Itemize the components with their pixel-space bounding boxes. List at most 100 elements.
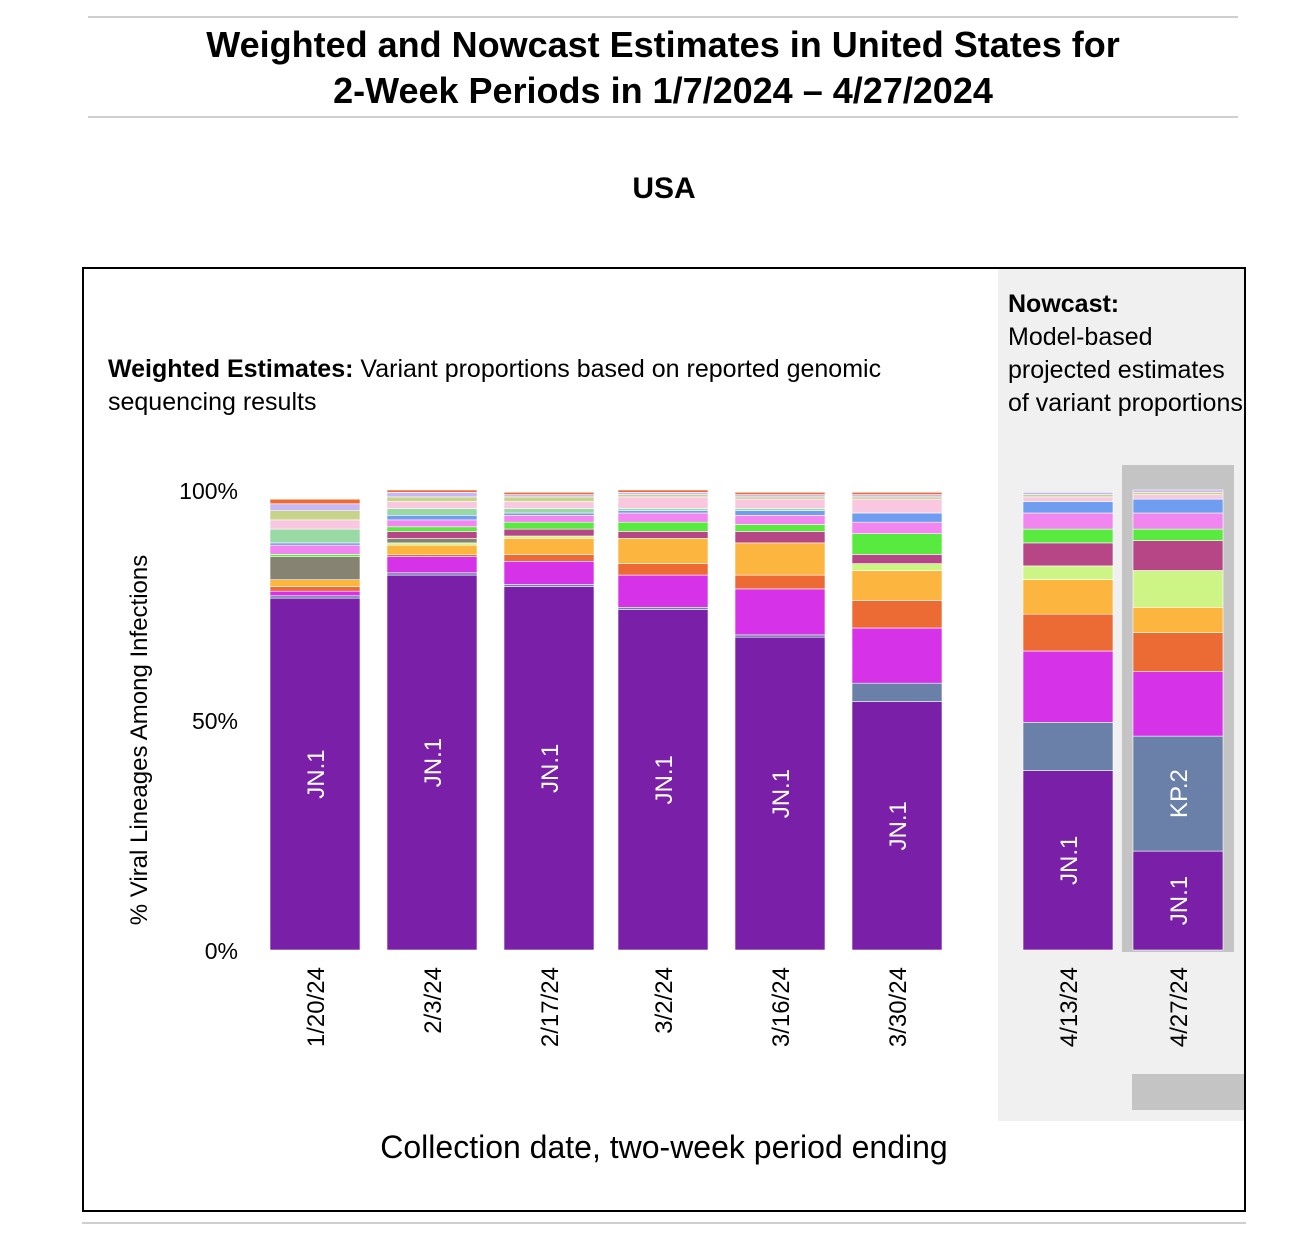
stacked-bar-chart: % Viral Lineages Among Infections 0% 50% 10… xyxy=(126,465,1244,1165)
nowcast-note: Nowcast: Model-based projected estimates… xyxy=(1008,288,1244,420)
bar-data-label: JN.1 xyxy=(537,744,564,793)
bar-segment-kp-2 xyxy=(617,606,709,610)
bar-segment-maroon xyxy=(617,531,709,539)
bar-segment-magenta xyxy=(617,574,709,608)
bar-segment-orange-red xyxy=(851,600,943,629)
bar-segment-pink xyxy=(734,515,826,525)
bar-segment-orange-red xyxy=(734,492,826,495)
bar-segment-orange xyxy=(851,570,943,601)
bar-segment-mint xyxy=(386,508,478,516)
bar-segment-khaki xyxy=(851,496,943,500)
bar-segment-magenta xyxy=(386,556,478,574)
bar-segment-green xyxy=(1022,528,1114,544)
bar-segment-pink xyxy=(269,544,361,555)
bar-segment-jn-1 xyxy=(734,636,826,951)
bar-segment-lime xyxy=(851,563,943,571)
bar-segment-orange xyxy=(617,537,709,564)
bar-segment-light-pink xyxy=(503,501,595,509)
bar-data-label: JN.1 xyxy=(1166,876,1193,925)
y-tick-label: 100% xyxy=(179,478,238,504)
bar-segment-magenta xyxy=(1022,650,1114,723)
bar-segment-green xyxy=(386,526,478,532)
bar-segment-maroon xyxy=(851,554,943,564)
bar-segment-orange-red xyxy=(617,489,709,493)
bar-segment-pink xyxy=(617,512,709,523)
bar-segment-orange-red xyxy=(386,554,478,557)
bar-segment-orange xyxy=(1132,606,1224,633)
bar-segment-gray xyxy=(269,556,361,581)
weighted-estimates-note: Weighted Estimates: Variant proportions … xyxy=(108,353,970,423)
bar-segment-pink xyxy=(1022,512,1114,530)
bar-segment-jn-1 xyxy=(503,586,595,951)
bar-segment-orange-red xyxy=(1132,632,1224,673)
bar-segment-mint xyxy=(734,508,826,511)
bar-segment-lavender xyxy=(1022,492,1114,495)
x-tick-label: 1/20/24 xyxy=(303,967,330,1047)
bar-data-label: JN.1 xyxy=(1056,836,1083,885)
bar-segment-lime xyxy=(1022,565,1114,580)
bar-segment-light-pink xyxy=(1022,496,1114,502)
bar-segment-light-pink xyxy=(851,498,943,514)
bar-data-label: KP.2 xyxy=(1166,769,1193,818)
nowcast-label: Nowcast: xyxy=(1008,290,1120,318)
bar-segment-jn-1 xyxy=(1132,850,1224,951)
bar-segment-orange-red xyxy=(269,498,361,505)
bar-data-label: JN.1 xyxy=(303,749,330,798)
bar-segment-maroon xyxy=(503,528,595,537)
bar-segment-kp-2 xyxy=(503,583,595,587)
bar-segment-light-pink xyxy=(734,498,826,509)
bar-segment-green xyxy=(617,521,709,532)
page-title-line1: Weighted and Nowcast Estimates in United… xyxy=(206,24,1120,65)
bar-segment-green xyxy=(851,533,943,555)
x-tick-label: 4/13/24 xyxy=(1056,967,1083,1047)
bar-segment-mint xyxy=(503,508,595,514)
bar-segment-maroon xyxy=(386,531,478,539)
bar-data-label: JN.1 xyxy=(885,801,912,850)
bar-segment-khaki xyxy=(1132,492,1224,495)
bar-segment-green xyxy=(269,554,361,557)
bar-segment-lime xyxy=(386,542,478,546)
bar-segment-blue xyxy=(503,512,595,516)
bar-segment-lavender xyxy=(1132,489,1224,493)
bar-segment-pink xyxy=(386,519,478,528)
bar-segment-lavender xyxy=(617,492,709,495)
weighted-estimates-text: Variant proportions based on reported ge… xyxy=(108,355,882,416)
bar-segment-blue xyxy=(1022,501,1114,514)
bar-data-label: JN.1 xyxy=(420,738,447,787)
bar-segment-magenta xyxy=(851,627,943,684)
bar-segment-green xyxy=(1132,528,1224,541)
bar-segment-gray xyxy=(386,537,478,544)
bar-segment-blue xyxy=(386,515,478,521)
bar-segment-blue xyxy=(617,510,709,514)
bar-data-label: JN.1 xyxy=(651,755,678,804)
bar-segment-orange-red xyxy=(617,563,709,576)
bar-segment-lavender xyxy=(269,503,361,512)
bar-segment-jn-1 xyxy=(1022,770,1114,951)
bar-segment-khaki xyxy=(734,496,826,500)
bar-segment-lavender xyxy=(734,494,826,498)
nowcast-text: Model-based projected estimates of varia… xyxy=(1008,323,1243,417)
bar-segment-magenta xyxy=(734,588,826,636)
bar-segment-orange-red xyxy=(503,554,595,562)
bar-segment-kp-2 xyxy=(1132,735,1224,852)
bar-segment-orange-red xyxy=(503,492,595,495)
bar-segment-orange xyxy=(503,537,595,555)
bar-segment-green xyxy=(734,524,826,532)
bar-segment-khaki xyxy=(503,496,595,502)
bar-segment-orange xyxy=(269,579,361,587)
bar-segment-maroon xyxy=(1022,542,1114,567)
x-axis-title: Collection date, two-week period ending xyxy=(380,1129,947,1165)
bar-segment-pink xyxy=(1132,512,1224,530)
bar-segment-kp-2 xyxy=(734,634,826,638)
bar-segment-jn-1 xyxy=(386,574,478,951)
x-tick-label: 3/30/24 xyxy=(885,967,912,1047)
bar-segment-orange-red xyxy=(1022,613,1114,652)
bar-segment-lavender xyxy=(503,494,595,498)
bar-segment-orange-red xyxy=(851,492,943,495)
x-tick-label: 3/16/24 xyxy=(768,967,795,1047)
bar-segment-blue xyxy=(269,542,361,546)
bar-segment-mint xyxy=(269,528,361,544)
bar-segment-light-pink xyxy=(269,519,361,530)
bar-segment-mint xyxy=(617,508,709,511)
bar-segment-blue xyxy=(851,512,943,523)
